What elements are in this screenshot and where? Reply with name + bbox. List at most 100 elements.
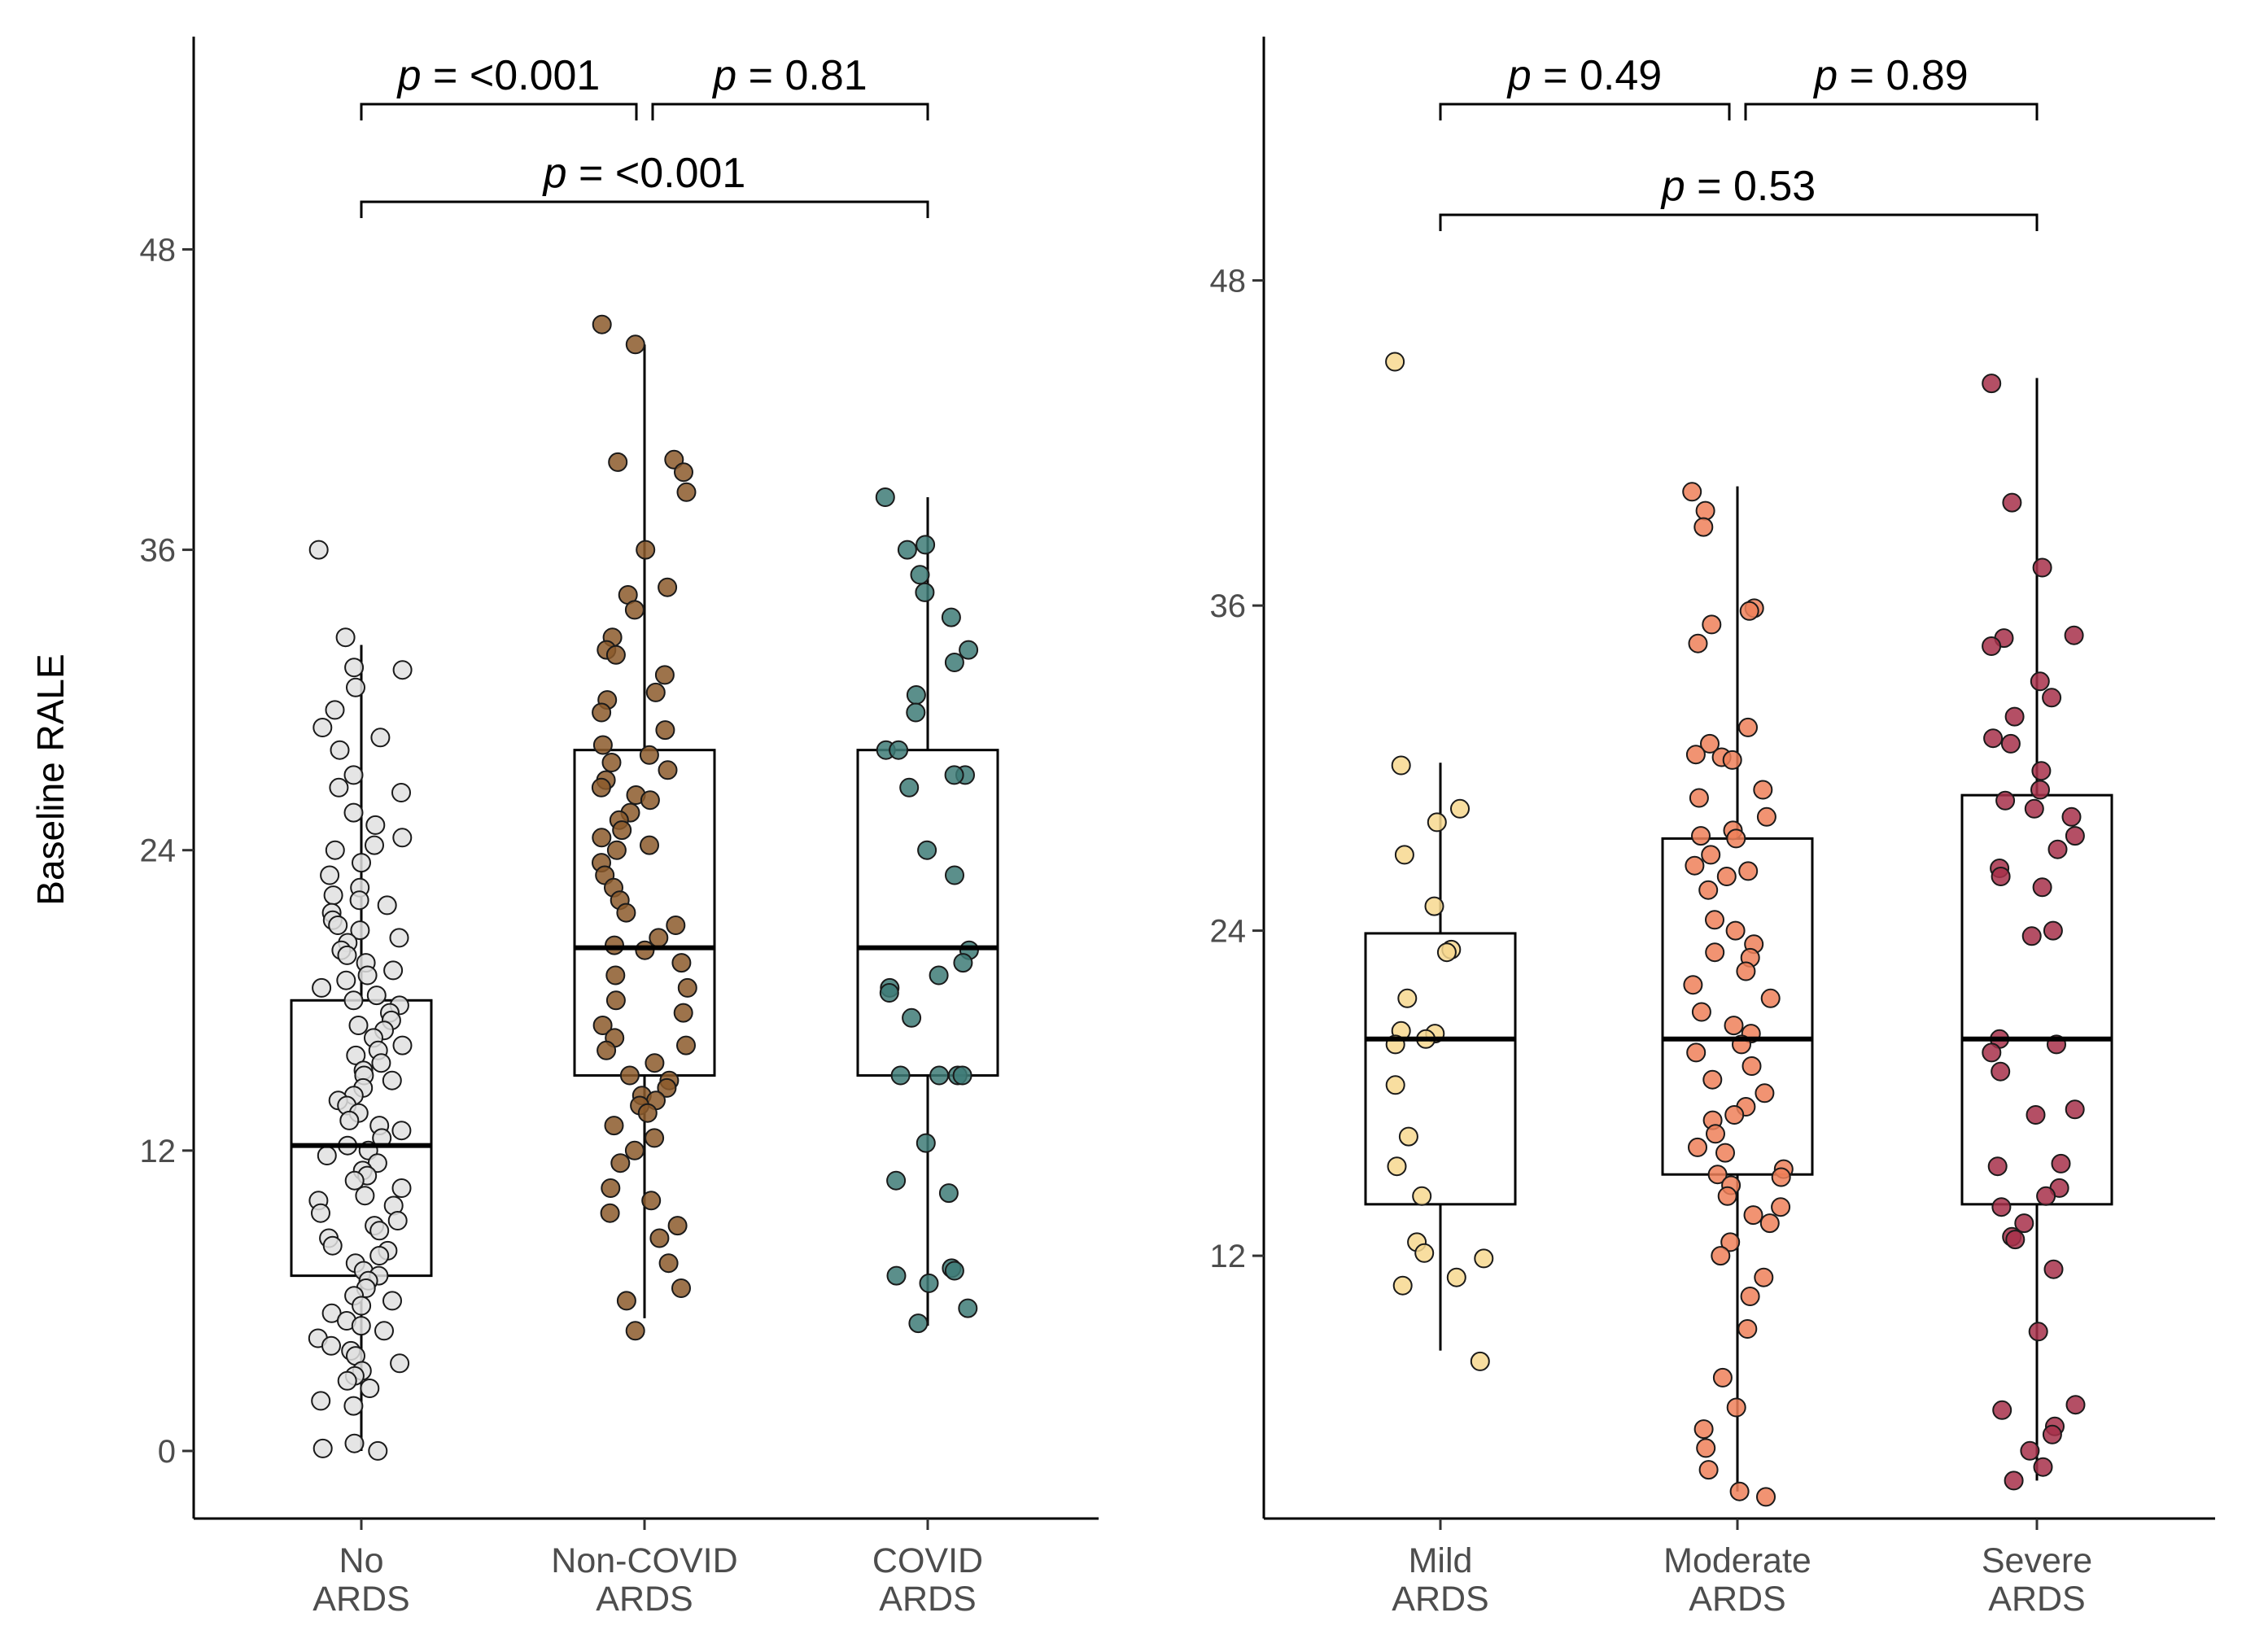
data-point [1698, 880, 1719, 900]
data-point [671, 953, 692, 973]
data-point [1982, 374, 2002, 394]
data-point [2026, 1105, 2046, 1125]
data-point [1992, 1400, 2012, 1420]
category-label-line2: ARDS [879, 1580, 976, 1619]
data-point [339, 1110, 360, 1130]
data-point [2036, 1186, 2056, 1206]
data-point [1755, 1083, 1775, 1104]
data-point [1696, 1438, 1716, 1458]
data-point [639, 745, 659, 765]
data-point [897, 540, 917, 560]
data-point [343, 1396, 364, 1416]
data-point [1771, 1167, 1791, 1187]
data-point [1685, 855, 1705, 876]
data-point [1995, 790, 2016, 811]
data-point [906, 685, 926, 705]
data-point [2042, 1424, 2062, 1444]
data-point [344, 1433, 365, 1453]
data-point [1450, 798, 1470, 819]
data-point [605, 990, 626, 1011]
data-point [1754, 1267, 1774, 1287]
data-point [1725, 920, 1746, 941]
y-tick-label: 12 [1210, 1239, 1247, 1274]
data-point [635, 940, 655, 960]
data-point [382, 1070, 402, 1090]
data-point [317, 1146, 337, 1165]
data-point [391, 783, 411, 802]
p-value-label: p = 0.53 [1660, 163, 1816, 210]
data-point [2020, 1440, 2040, 1461]
data-point [321, 1335, 341, 1356]
data-point [351, 1316, 371, 1336]
p-value-label: p = <0.001 [396, 52, 601, 99]
data-point [674, 462, 693, 483]
y-tick-label: 24 [1210, 914, 1247, 950]
category-label-line1: No [339, 1541, 384, 1580]
data-point [944, 1261, 964, 1281]
data-point [1712, 1367, 1733, 1388]
data-point [337, 945, 357, 965]
data-point [645, 1053, 665, 1073]
data-point [958, 1298, 978, 1318]
bracket-line [1744, 103, 2039, 120]
data-point [1738, 717, 1758, 737]
data-point [391, 1178, 412, 1198]
data-point [671, 1278, 691, 1298]
data-point [1392, 1275, 1413, 1296]
data-point [906, 702, 926, 723]
data-point [374, 1321, 394, 1341]
data-point [2030, 780, 2050, 800]
y-tick-label: 36 [140, 533, 177, 569]
data-point [391, 1121, 412, 1141]
data-point [2051, 1153, 2071, 1173]
data-point [329, 777, 349, 798]
data-point [1689, 788, 1709, 808]
data-point [311, 1203, 330, 1223]
data-point [2030, 671, 2050, 692]
data-point [605, 935, 624, 955]
data-point [2002, 492, 2022, 513]
data-point [908, 1313, 929, 1334]
data-point [601, 1178, 621, 1198]
data-point [945, 865, 964, 885]
data-point [2028, 1322, 2048, 1342]
data-point [1385, 1075, 1405, 1095]
data-point [592, 1016, 613, 1035]
data-point [1726, 828, 1746, 849]
data-point [1387, 1156, 1407, 1177]
data-point [390, 1353, 410, 1374]
data-point [1695, 500, 1715, 521]
data-point [1753, 780, 1773, 800]
p-value-label: p = 0.49 [1506, 52, 1662, 99]
data-point [2047, 839, 2068, 859]
box [1364, 932, 1517, 1206]
data-point [645, 682, 666, 702]
data-point [1683, 975, 1703, 995]
data-point [1724, 1105, 1745, 1125]
data-point [350, 920, 370, 941]
data-point [1446, 1267, 1466, 1287]
data-point [2024, 798, 2044, 819]
data-point [624, 600, 645, 620]
data-point [625, 334, 645, 355]
data-point [899, 777, 920, 798]
data-point [1738, 861, 1759, 881]
data-point [953, 953, 973, 973]
data-point [1771, 1197, 1791, 1217]
data-point [2065, 826, 2085, 846]
data-point [1706, 1124, 1725, 1144]
data-point [1705, 942, 1725, 963]
data-point [2042, 688, 2062, 708]
data-point [1715, 1143, 1735, 1163]
category-label-line2: ARDS [312, 1580, 409, 1619]
y-tick-label: 24 [140, 833, 177, 869]
data-point [1729, 1481, 1750, 1501]
data-point [1982, 636, 2002, 656]
data-point [616, 902, 636, 923]
bracket-line [360, 103, 638, 120]
data-point [1740, 1287, 1760, 1306]
data-point [2064, 625, 2084, 645]
data-point [323, 885, 343, 906]
